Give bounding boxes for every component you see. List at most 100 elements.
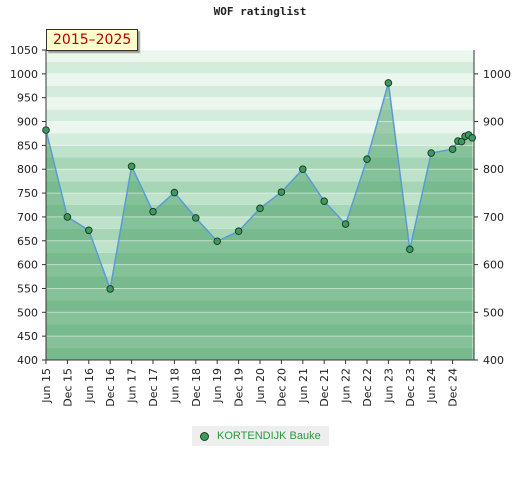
period-badge: 2015–2025 [46, 29, 139, 51]
data-point [384, 79, 393, 87]
x-axis-ticks: Jun 15 Dec 15 Jun 16 Dec 16 Jun 17 Dec 17 Jun … [40, 360, 460, 407]
y-tick-label: 900 [17, 116, 38, 129]
data-point [256, 204, 264, 213]
background-band [46, 61, 474, 74]
background-band [46, 157, 474, 170]
background-band [46, 252, 474, 265]
background-band [46, 121, 474, 134]
y-tick-label: 500 [17, 306, 38, 319]
data-point [170, 188, 179, 197]
data-point [468, 133, 477, 142]
x-tick-label: Jun 24 [425, 368, 438, 404]
x-tick-label: Dec 24 [447, 368, 460, 407]
data-point [341, 220, 350, 228]
data-point [234, 227, 243, 236]
data-point [106, 285, 114, 293]
legend-label: KORTENDIJK Bauke [217, 430, 321, 442]
x-tick-label: Dec 22 [361, 368, 374, 407]
rating-points [42, 79, 477, 293]
background-band [46, 348, 474, 360]
background-band [46, 312, 474, 325]
background-band [46, 145, 474, 158]
y-tick-label-right: 500 [483, 306, 504, 319]
y-tick-label: 600 [17, 259, 38, 272]
background-band [46, 193, 474, 205]
data-point [213, 237, 221, 246]
y-tick-label: 650 [17, 235, 38, 248]
x-tick-label: Jun 20 [254, 368, 267, 404]
x-tick-label: Dec 19 [233, 368, 246, 407]
x-tick-label: Dec 23 [404, 368, 417, 407]
background-band [46, 336, 474, 349]
data-point [85, 226, 93, 235]
y-tick-label: 550 [17, 282, 38, 295]
data-point [277, 188, 286, 196]
x-tick-label: Dec 20 [275, 368, 288, 407]
y-axis-left-ticks: 400 450 500 550 600 650 700 750 800 850 900 950 1000… [10, 44, 46, 367]
data-point [457, 137, 466, 146]
x-tick-label: Jun 23 [382, 368, 395, 404]
data-point [320, 197, 329, 205]
y-tick-label: 1050 [10, 44, 38, 57]
x-tick-label: Jun 22 [340, 368, 353, 404]
background-band [46, 133, 474, 146]
data-point [42, 126, 50, 134]
y-tick-label: 400 [17, 354, 38, 367]
rating-area-fill [46, 82, 473, 361]
x-tick-label: Dec 16 [104, 368, 117, 407]
x-tick-label: Jun 19 [211, 368, 224, 404]
y-tick-label-right: 800 [483, 163, 504, 176]
y-tick-label: 700 [17, 211, 38, 224]
background-band [46, 288, 474, 301]
y-tick-label-right: 700 [483, 211, 504, 224]
data-point [299, 165, 307, 174]
data-point [406, 245, 414, 254]
background-band [46, 228, 474, 241]
x-tick-label: Jun 16 [83, 368, 96, 404]
legend-marker-icon [200, 431, 209, 441]
background-band [46, 109, 474, 122]
data-point [448, 145, 457, 153]
data-point [427, 149, 436, 157]
y-tick-label-right: 1000 [483, 68, 511, 81]
background-band [46, 97, 474, 110]
y-tick-label-right: 900 [483, 116, 504, 129]
background-band [46, 264, 474, 277]
y-tick-label: 950 [17, 92, 38, 105]
x-tick-label: Jun 17 [126, 368, 139, 404]
data-point [192, 214, 200, 222]
x-tick-label: Jun 18 [168, 368, 181, 404]
background-band [46, 85, 474, 98]
chart-title: WOF ratinglist [213, 5, 307, 18]
y-axis-right-ticks: 400 500 600 700 800 900 1000 [474, 68, 511, 367]
x-tick-label: Dec 17 [147, 368, 160, 407]
background-band [46, 300, 474, 313]
background-band [46, 181, 474, 194]
data-point [127, 162, 136, 171]
data-point [363, 155, 371, 164]
x-tick-label: Dec 18 [190, 368, 203, 407]
background-band [46, 169, 474, 182]
background-band [46, 324, 474, 337]
background-band [46, 216, 474, 229]
y-tick-label: 850 [17, 139, 38, 152]
y-tick-label: 800 [17, 163, 38, 176]
y-tick-label-right: 400 [483, 354, 504, 367]
background-band [46, 73, 474, 86]
background-band [46, 240, 474, 253]
data-point [63, 213, 72, 221]
legend[interactable]: KORTENDIJK Bauke [192, 426, 329, 446]
background-bands [46, 50, 474, 360]
x-tick-label: Dec 21 [318, 368, 331, 407]
y-tick-label: 450 [17, 330, 38, 343]
data-point [149, 207, 157, 216]
x-tick-label: Jun 15 [40, 368, 53, 404]
rating-area [46, 82, 473, 361]
background-band [46, 50, 474, 62]
y-tick-label: 750 [17, 187, 38, 200]
background-band [46, 276, 474, 289]
x-tick-label: Dec 15 [61, 368, 74, 407]
x-tick-label: Jun 21 [297, 368, 310, 404]
y-tick-label: 1000 [10, 68, 38, 81]
